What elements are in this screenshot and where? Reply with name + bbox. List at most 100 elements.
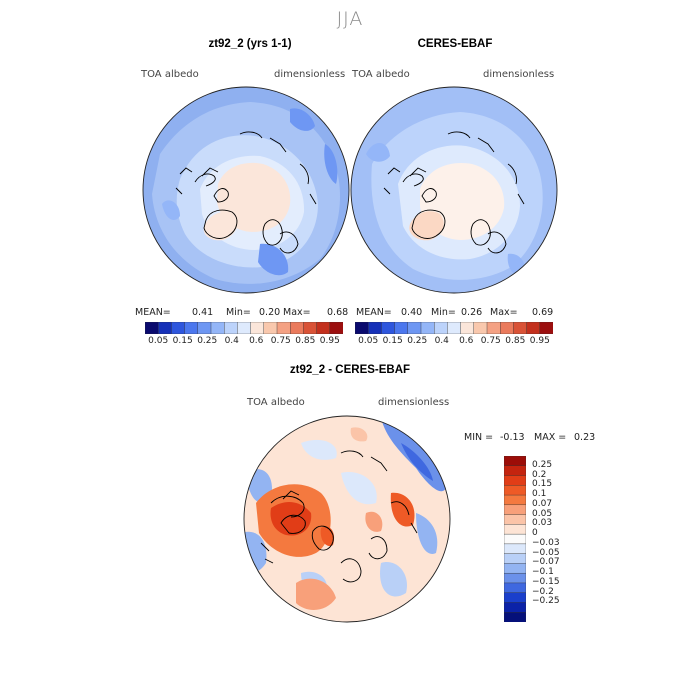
panel3-positive-patch-canada-core: [270, 501, 312, 536]
panel3-colorbar-swatch-0: [503, 455, 527, 467]
panel3-negative-patch-h: [301, 439, 337, 460]
panel2-colorbar-swatch-0: [354, 321, 369, 335]
panel1-colorbar-swatch-14: [329, 321, 344, 335]
panel3-colorbar-swatch-15: [503, 602, 527, 613]
panel3-colorbar-swatch-1: [503, 465, 527, 477]
panel1-min-value: 0.20: [259, 307, 281, 318]
panel3-colorbar-tick-label: −0.25: [532, 596, 560, 607]
panel2-colorbar-swatch-12: [513, 321, 528, 335]
panel3-colorbar-swatch-4: [503, 494, 527, 506]
panel2-polar-map: [350, 86, 558, 294]
panel3-positive-patch-siberia: [390, 492, 415, 527]
panel1-colorbar-swatch-3: [184, 321, 199, 335]
panel1-colorbar-swatch-9: [263, 321, 278, 335]
panel2-colorbar-swatch-1: [367, 321, 382, 335]
panel2-colorbar-swatch-3: [394, 321, 409, 335]
panel2-colorbar-swatch-6: [433, 321, 448, 335]
panel1-units-label: dimensionless: [274, 69, 346, 80]
panel2-colorbar-tick-label: 0.85: [505, 336, 526, 346]
panel2-colorbar-swatch-9: [473, 321, 488, 335]
panel1-low-albedo-patch-b: [324, 144, 338, 184]
panel3-colorbar-tick-label: 0.25: [532, 459, 553, 470]
panel3-colorbar-swatch-8: [503, 533, 527, 545]
panel3-colorbar-swatch-14: [503, 592, 527, 603]
panel3-colorbar-swatch-3: [503, 485, 527, 496]
panel3-colorbar-tick-label: 0.1: [532, 489, 547, 500]
panel3-coastlines: [260, 450, 418, 583]
panel2-mean-value: 0.40: [401, 307, 423, 318]
panel1-colorbar-tick-label: 0.95: [319, 336, 340, 346]
panel2-colorbar-ticks: 0.05 0.15 0.25 0.4 0.6 0.75 0.85 0.95: [355, 336, 553, 348]
panel3-colorbar-ticks: 0.25 0.2 0.15 0.1 0.07 0.05 0.03 0 −0.03 −0.05 −0.…: [532, 456, 592, 622]
panel3-colorbar-swatch-13: [503, 582, 527, 594]
panel2-colorbar-tick-label: 0.25: [407, 336, 428, 346]
panel2-colorbar-tick-label: 0.6: [459, 336, 474, 346]
panel3-negative-patch-f: [380, 562, 407, 597]
panel1-polar-map: [142, 86, 350, 294]
panel1-max-label: Max=: [283, 307, 311, 318]
panel1-colorbar-swatch-10: [276, 321, 291, 335]
panel1-mean-value: 0.41: [192, 307, 214, 318]
panel3-polar-map: [243, 415, 451, 623]
panel1-coastlines: [175, 131, 317, 254]
panel2-units-label: dimensionless: [483, 69, 555, 80]
panel2-low-albedo-patch-a: [366, 142, 390, 162]
panel3-colorbar-tick-label: −0.05: [532, 547, 560, 558]
panel3-colorbar-swatch-9: [503, 543, 527, 555]
panel1-colorbar-tick-label: 0.85: [295, 336, 316, 346]
panel3-positive-patch-e: [296, 578, 336, 610]
panel1-low-albedo-patch-c: [258, 243, 289, 276]
panel3-colorbar-swatch-10: [503, 553, 527, 564]
panel1-colorbar-svg: [144, 321, 344, 335]
panel3-colorbar-swatch-5: [503, 504, 527, 516]
panel1-colorbar-swatch-8: [250, 321, 265, 335]
panel1-max-value: 0.68: [327, 307, 349, 318]
panel1-map-border: [142, 86, 350, 294]
panel2-map-border: [350, 86, 558, 294]
panel2-coastlines: [383, 131, 525, 254]
panel1-variable-label: TOA albedo: [141, 69, 199, 80]
panel3-negative-patch-b: [401, 443, 433, 481]
season-title: JJA: [336, 8, 364, 30]
panel1-low-albedo-patch-a: [290, 108, 315, 131]
panel1-colorbar-swatch-4: [197, 321, 212, 335]
panel3-max-label: MAX =: [534, 432, 567, 443]
panel3-colorbar-tick-label: −0.1: [532, 567, 554, 578]
panel3-colorbar-swatch-6: [503, 514, 527, 525]
panel3-min-value: -0.13: [500, 432, 525, 443]
panel1-colorbar-tick-label: 0.75: [270, 336, 291, 346]
panel1-colorbar-tick-label: 0.25: [197, 336, 218, 346]
panel2-colorbar-swatch-10: [486, 321, 501, 335]
panel3-colorbar-swatch-11: [503, 563, 527, 574]
panel3-colorbar-tick-label: 0: [532, 528, 538, 539]
panel3-positive-patch-f: [350, 427, 368, 442]
panel3-max-value: 0.23: [574, 432, 596, 443]
panel2-colorbar-tick-label: 0.15: [382, 336, 403, 346]
panel3-colorbar-tick-label: −0.15: [532, 576, 560, 587]
panel1-colorbar-swatch-7: [237, 321, 252, 335]
panel3-units-label: dimensionless: [378, 397, 450, 408]
panel3-min-label: MIN =: [464, 432, 494, 443]
panel1-mean-label: MEAN=: [135, 307, 171, 318]
panel3-negative-patch-g: [416, 513, 438, 554]
panel2-colorbar-swatch-14: [539, 321, 554, 335]
panel1-colorbar-swatch-0: [144, 321, 159, 335]
panel1-colorbar-swatch-11: [289, 321, 304, 335]
panel1-colorbar-swatch-6: [223, 321, 238, 335]
panel3-colorbar-swatch-12: [503, 572, 527, 584]
panel1-colorbar-tick-label: 0.15: [172, 336, 193, 346]
panel3-colorbar-svg: [503, 455, 527, 623]
panel2-colorbar-swatch-11: [499, 321, 514, 335]
panel3-colorbar: [503, 455, 527, 623]
panel2-title: CERES-EBAF: [417, 38, 493, 50]
panel2-min-value: 0.26: [461, 307, 483, 318]
panel2-mean-label: MEAN=: [356, 307, 392, 318]
panel3-colorbar-tick-label: 0.05: [532, 508, 553, 519]
panel3-colorbar-tick-label: −0.2: [532, 586, 554, 597]
panel2-colorbar-tick-label: 0.05: [358, 336, 379, 346]
panel3-map-border: [243, 415, 451, 623]
panel1-min-label: Min=: [226, 307, 251, 318]
panel1-colorbar-tick-label: 0.4: [224, 336, 239, 346]
panel3-negative-patch-i: [341, 472, 377, 505]
panel3-colorbar-tick-label: 0.2: [532, 469, 547, 480]
